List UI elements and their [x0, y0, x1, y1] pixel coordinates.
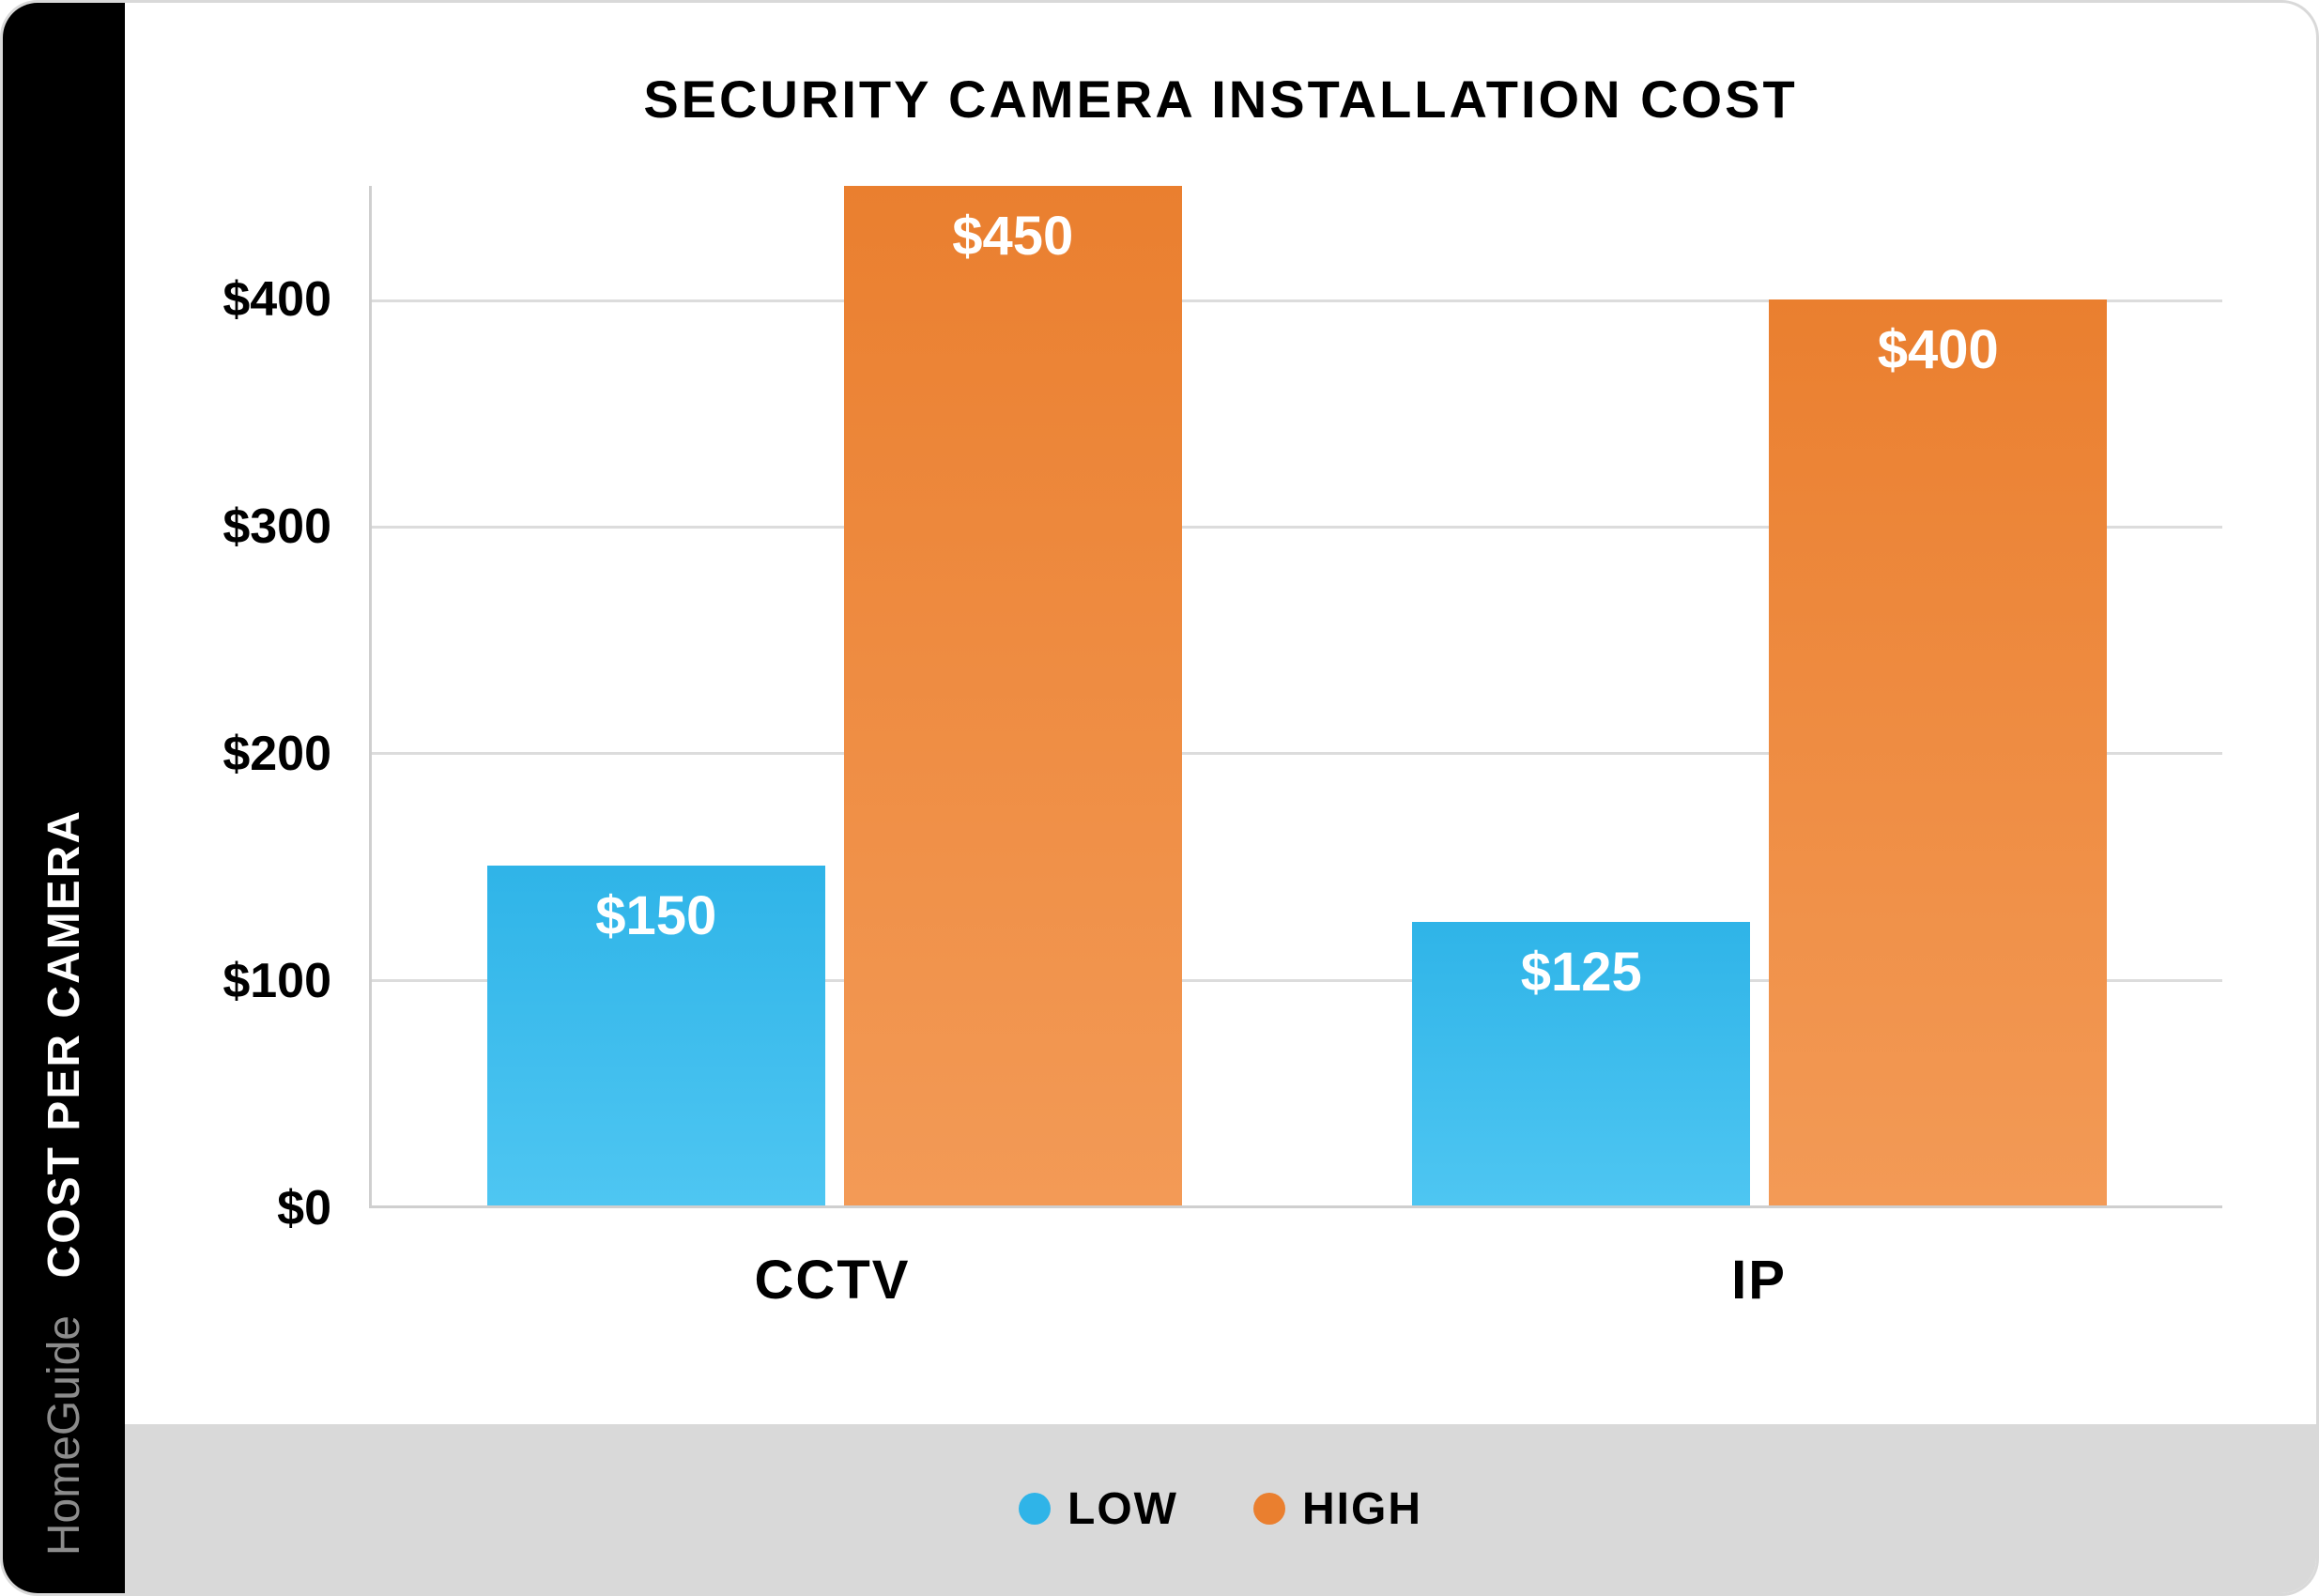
y-tick: $400 [223, 271, 331, 328]
legend: LOW HIGH [125, 1424, 2316, 1593]
legend-label: HIGH [1302, 1483, 1422, 1535]
bar-low: $125 [1412, 922, 1750, 1205]
bar-value-label: $125 [1412, 941, 1750, 1004]
main-area: SECURITY CAMERA INSTALLATION COST $0 $100… [125, 3, 2316, 1593]
bar-value-label: $450 [844, 205, 1182, 268]
legend-item-low: LOW [1019, 1483, 1178, 1535]
x-tick: IP [1296, 1249, 2222, 1312]
x-tick: CCTV [369, 1249, 1296, 1312]
bar-low: $150 [487, 866, 825, 1205]
y-axis-label: COST PER CAMERA [38, 809, 90, 1278]
y-tick: $200 [223, 726, 331, 782]
legend-marker [1019, 1493, 1051, 1525]
bar-value-label: $150 [487, 884, 825, 947]
bars-container: $150 $450 $125 $400 [372, 186, 2222, 1205]
x-tick-labels: CCTVIP [369, 1249, 2222, 1312]
bar-high: $400 [1769, 299, 2107, 1205]
legend-marker [1253, 1493, 1285, 1525]
y-tick-labels: $0$100$200$300$400 [162, 186, 350, 1208]
chart-title: SECURITY CAMERA INSTALLATION COST [125, 3, 2316, 167]
legend-label: LOW [1067, 1483, 1178, 1535]
sidebar: COST PER CAMERA HomeGuide [3, 3, 125, 1593]
brand-label: HomeGuide [38, 1315, 90, 1556]
bar-high: $450 [844, 186, 1182, 1205]
chart-frame: COST PER CAMERA HomeGuide SECURITY CAMER… [0, 0, 2319, 1596]
bar-group: $150 $450 [372, 186, 1298, 1205]
chart-wrap: $0 $100 $200 $300 $400 $150 $450 $125 $400 CCTV… [125, 167, 2316, 1424]
bar-value-label: $400 [1769, 318, 2107, 381]
chart-plot-area: $150 $450 $125 $400 [369, 186, 2222, 1208]
y-tick: $0 [277, 1180, 331, 1236]
bar-group: $125 $400 [1298, 186, 2223, 1205]
y-tick: $100 [223, 953, 331, 1009]
y-tick: $300 [223, 499, 331, 555]
legend-item-high: HIGH [1253, 1483, 1422, 1535]
